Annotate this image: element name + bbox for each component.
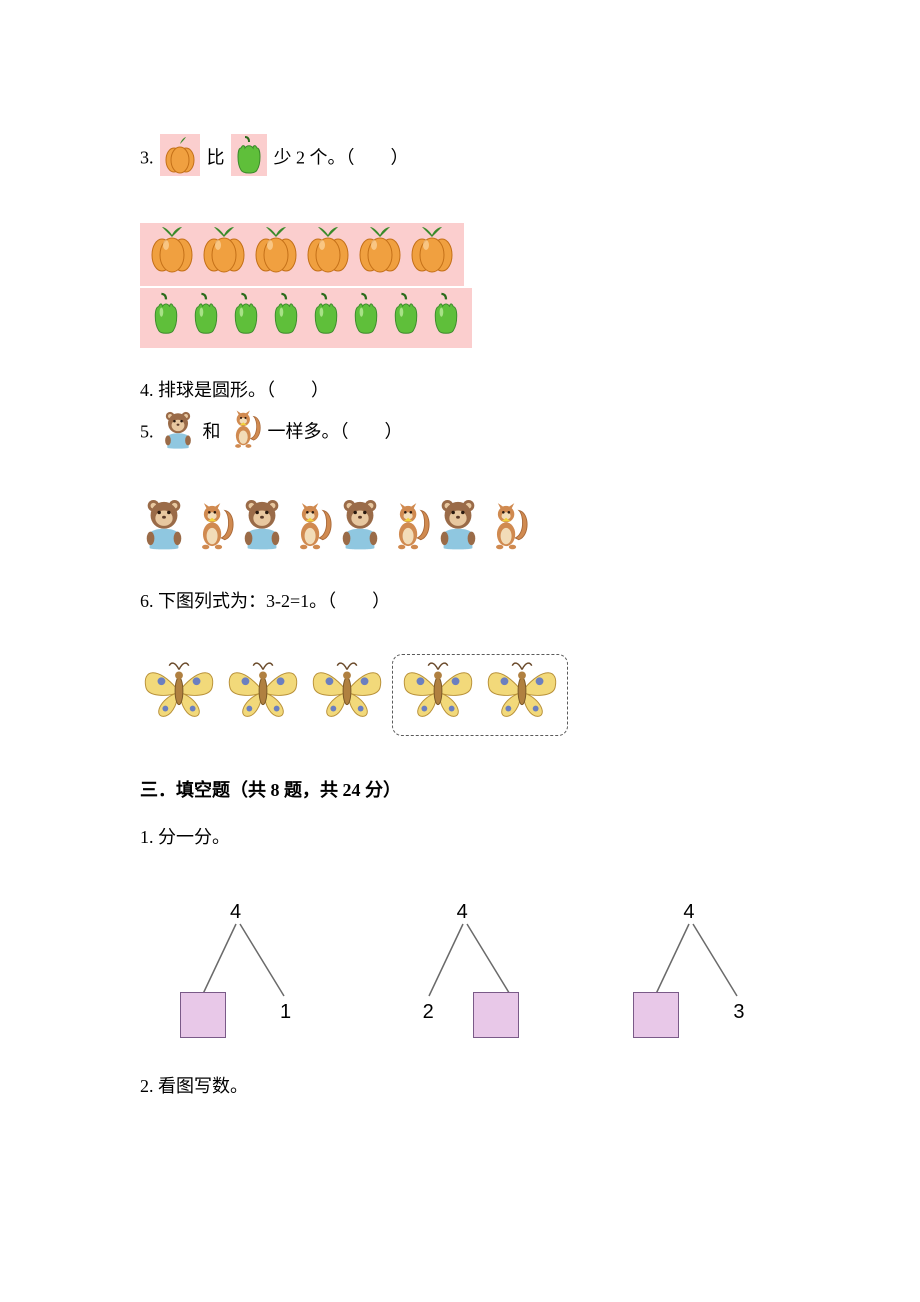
butterfly-icon (308, 659, 386, 732)
number-split: 4 2 (367, 896, 554, 1036)
pepper-icon (231, 134, 267, 185)
dashed-group (392, 654, 568, 737)
split-given-number: 1 (280, 996, 291, 1028)
butterfly-icon (224, 659, 302, 732)
s3q2-text: 看图写数。 (158, 1076, 248, 1096)
split-given-number: 2 (423, 996, 434, 1028)
pumpkin-icon (406, 225, 458, 284)
animal-row (140, 496, 780, 559)
q3-text-a: 比 (207, 148, 225, 168)
butterfly-icon (483, 659, 561, 732)
butterfly-row (140, 654, 780, 737)
question-4: 4. 排球是圆形。（ ） (140, 376, 780, 405)
pepper-icon (186, 292, 226, 345)
q5-text-b: 一样多。（ ） (268, 422, 403, 442)
answer-box[interactable] (473, 992, 519, 1038)
pepper-row (140, 288, 472, 349)
split-diagrams: 4 1 4 2 4 3 (140, 896, 780, 1036)
pepper-icon (226, 292, 266, 345)
q6-text: 下图列式为：3-2=1。（ ） (158, 591, 390, 611)
pepper-icon (266, 292, 306, 345)
answer-box[interactable] (633, 992, 679, 1038)
q6-number: 6. (140, 591, 154, 611)
question-3: 3. 比 少 2 个。（ ） (140, 134, 780, 185)
squirrel-icon (486, 502, 528, 559)
q4-text: 排球是圆形。（ ） (158, 380, 329, 400)
number-split: 4 1 (140, 896, 327, 1036)
pepper-icon (346, 292, 386, 345)
pumpkin-icon (160, 134, 200, 185)
squirrel-icon (227, 410, 261, 457)
pepper-icon (426, 292, 466, 345)
split-given-number: 3 (733, 996, 744, 1028)
answer-box[interactable] (180, 992, 226, 1038)
bear-icon (238, 496, 286, 559)
q3-text-b: 少 2 个。（ ） (274, 148, 409, 168)
q5-text-a: 和 (203, 422, 221, 442)
pumpkin-row (140, 223, 464, 286)
butterfly-icon (140, 659, 218, 732)
section-3-heading: 三．填空题（共 8 题，共 24 分） (140, 776, 780, 805)
s3q2-number: 2. (140, 1076, 154, 1096)
pepper-icon (306, 292, 346, 345)
s3-question-2: 2. 看图写数。 (140, 1072, 780, 1101)
s3q1-number: 1. (140, 827, 154, 847)
pumpkin-icon (198, 225, 250, 284)
pumpkin-icon (302, 225, 354, 284)
pumpkin-icon (146, 225, 198, 284)
number-split: 4 3 (593, 896, 780, 1036)
pepper-icon (146, 292, 186, 345)
squirrel-icon (388, 502, 430, 559)
squirrel-icon (290, 502, 332, 559)
pepper-icon (386, 292, 426, 345)
bear-icon (160, 409, 196, 458)
q5-number: 5. (140, 422, 154, 442)
bear-icon (140, 496, 188, 559)
bear-icon (434, 496, 482, 559)
s3q1-text: 分一分。 (158, 827, 230, 847)
q3-number: 3. (140, 148, 154, 168)
s3-question-1: 1. 分一分。 (140, 823, 780, 852)
squirrel-icon (192, 502, 234, 559)
question-6: 6. 下图列式为：3-2=1。（ ） (140, 587, 780, 616)
pumpkin-icon (354, 225, 406, 284)
butterfly-icon (399, 659, 477, 732)
question-5: 5. 和 一样多。（ ） (140, 409, 780, 458)
q4-number: 4. (140, 380, 154, 400)
pumpkin-icon (250, 225, 302, 284)
bear-icon (336, 496, 384, 559)
